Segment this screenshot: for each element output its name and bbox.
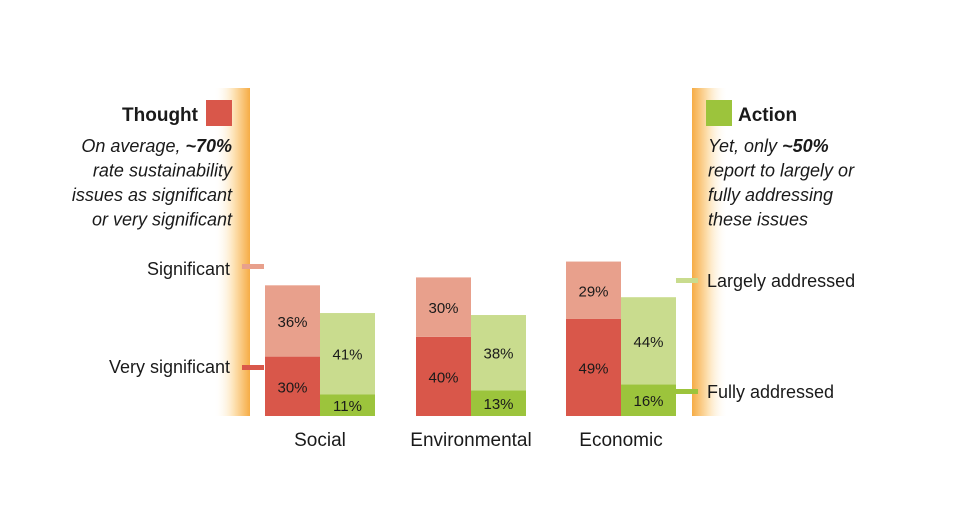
significant-label: Significant — [147, 259, 230, 279]
very-significant-value-label: 40% — [428, 369, 458, 386]
largely-addressed-value-label: 44% — [633, 334, 663, 351]
fully-addressed-segment — [320, 394, 375, 416]
thought-note: On average, ~70% rate sustainability issue… — [72, 136, 233, 230]
very-significant-label: Very significant — [109, 357, 230, 377]
thought-note-line: issues as significant — [72, 185, 233, 205]
significant-segment — [566, 261, 621, 319]
very-significant-segment — [566, 318, 621, 416]
action-legend-title: Action — [738, 105, 797, 126]
category-label-environmental: Environmental — [410, 430, 531, 451]
category-label-social: Social — [294, 430, 346, 451]
category-labels: Social Environmental Economic — [294, 430, 663, 451]
action-note-line: fully addressing — [708, 185, 833, 205]
largely-addressed-value-label: 38% — [483, 346, 513, 363]
fully-addressed-segment — [621, 384, 676, 416]
bar-group: 30% 36% 11% 41% 40% 30% 13% 38% 49% 29% 16% 44% — [265, 261, 676, 416]
significant-value-label: 30% — [428, 300, 458, 317]
largely-addressed-connector — [676, 278, 698, 283]
action-note-line: Yet, only ~50% — [708, 136, 829, 156]
significant-segment — [416, 277, 471, 337]
significant-segment — [265, 285, 320, 357]
largely-addressed-label: Largely addressed — [707, 271, 855, 291]
thought-note-line: rate sustainability — [93, 161, 233, 181]
fully-addressed-value-label: 11% — [333, 398, 362, 415]
category-label-economic: Economic — [579, 430, 662, 451]
largely-addressed-segment — [471, 315, 526, 391]
fully-addressed-label: Fully addressed — [707, 382, 834, 402]
very-significant-segment — [265, 356, 320, 416]
thought-legend-title: Thought — [122, 105, 199, 126]
left-band — [214, 88, 250, 416]
thought-note-line: On average, ~70% — [81, 136, 232, 156]
very-significant-value-label: 30% — [277, 379, 307, 396]
fully-addressed-connector — [676, 389, 698, 394]
action-note-line: report to largely or — [708, 161, 855, 181]
largely-addressed-segment — [320, 313, 375, 395]
fully-addressed-value-label: 16% — [633, 393, 663, 410]
right-band — [692, 88, 728, 416]
action-note: Yet, only ~50% report to largely or fully … — [708, 136, 855, 230]
significant-value-label: 36% — [277, 314, 307, 331]
action-legend-swatch — [706, 100, 732, 126]
significant-value-label: 29% — [578, 283, 608, 300]
fully-addressed-segment — [471, 390, 526, 416]
fully-addressed-value-label: 13% — [483, 396, 513, 413]
thought-legend-swatch — [206, 100, 232, 126]
largely-addressed-value-label: 41% — [332, 347, 362, 364]
very-significant-value-label: 49% — [578, 360, 608, 377]
significant-connector — [242, 264, 264, 269]
action-note-line: these issues — [708, 210, 808, 230]
very-significant-segment — [416, 336, 471, 416]
thought-note-line: or very significant — [92, 210, 233, 230]
largely-addressed-segment — [621, 297, 676, 385]
very-significant-connector — [242, 365, 264, 370]
